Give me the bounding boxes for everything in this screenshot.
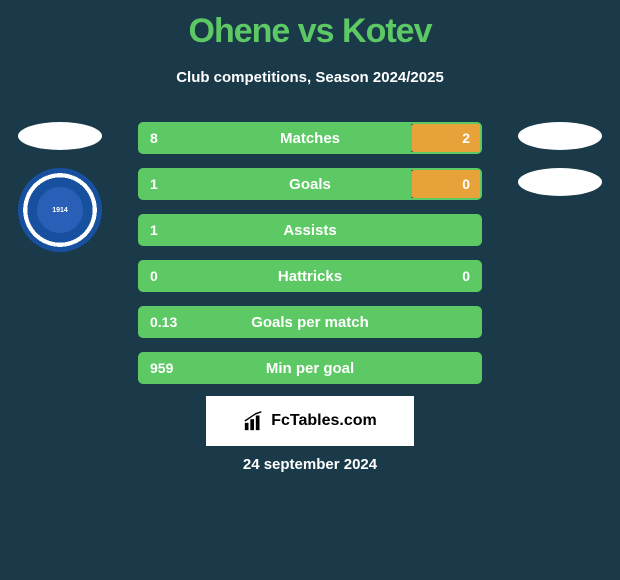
stat-label: Hattricks — [140, 268, 480, 285]
brand-label: FcTables.com — [271, 412, 377, 430]
stat-label: Min per goal — [140, 360, 480, 377]
club-badge-levski: 1914 — [18, 168, 102, 252]
right-badges-column — [518, 122, 602, 196]
stat-bar: 10Goals — [138, 168, 482, 200]
stat-bar: 00Hattricks — [138, 260, 482, 292]
right-team-logo-placeholder-1 — [518, 122, 602, 150]
stat-label: Matches — [140, 130, 480, 147]
right-team-logo-placeholder-2 — [518, 168, 602, 196]
left-badges-column: 1914 — [18, 122, 102, 252]
date-text: 24 september 2024 — [0, 456, 620, 473]
stat-label: Assists — [140, 222, 480, 239]
left-team-logo-placeholder — [18, 122, 102, 150]
stat-bar: 959Min per goal — [138, 352, 482, 384]
stat-label: Goals — [140, 176, 480, 193]
stat-bar: 0.13Goals per match — [138, 306, 482, 338]
stat-bar: 1Assists — [138, 214, 482, 246]
page-title: Ohene vs Kotev — [0, 0, 620, 51]
stats-column: 82Matches 10Goals 1Assists 00Hattricks 0.13G… — [138, 122, 482, 384]
subtitle: Club competitions, Season 2024/2025 — [0, 69, 620, 86]
brand-chart-icon — [243, 410, 265, 432]
stat-bar: 82Matches — [138, 122, 482, 154]
club-badge-year: 1914 — [37, 187, 83, 233]
stat-label: Goals per match — [140, 314, 480, 331]
brand-box[interactable]: FcTables.com — [206, 396, 414, 446]
